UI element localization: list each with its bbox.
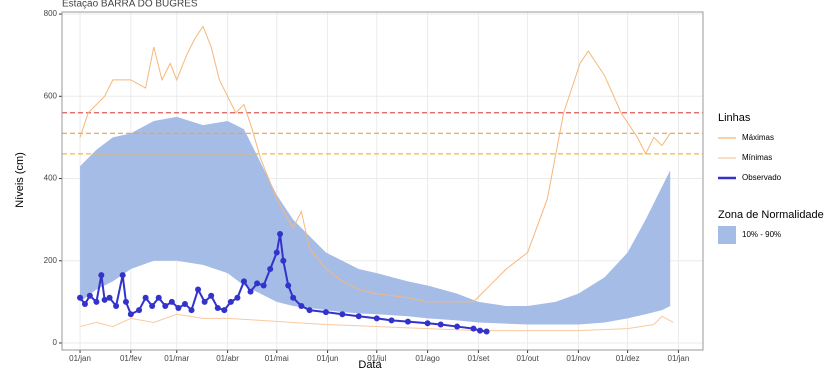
data-point — [136, 307, 143, 314]
data-point — [168, 298, 175, 305]
data-point — [106, 294, 113, 301]
y-tick-label: 800 — [44, 9, 58, 18]
normal-band — [80, 116, 671, 325]
legend-label: Mínimas — [742, 153, 772, 162]
x-tick-label: 01/jun — [317, 354, 339, 363]
data-point — [273, 249, 280, 256]
data-point — [322, 309, 329, 316]
x-tick-label: 01/jan — [668, 354, 690, 363]
data-point — [214, 305, 221, 312]
x-tick-label: 01/set — [468, 354, 491, 363]
series-line — [79, 25, 671, 303]
data-point — [142, 294, 149, 301]
data-point — [260, 282, 267, 289]
data-point — [122, 298, 129, 305]
data-point — [240, 278, 247, 285]
data-point — [195, 286, 202, 293]
x-tick-label: 01/mar — [164, 354, 189, 363]
data-point — [162, 303, 169, 310]
data-point — [227, 298, 234, 305]
data-point — [101, 296, 108, 303]
x-tick-label: 01/ago — [415, 354, 440, 363]
x-tick-label: 01/abr — [216, 354, 239, 363]
x-tick-label: 01/fev — [120, 354, 142, 363]
data-point — [437, 321, 444, 328]
data-point — [98, 272, 105, 279]
data-point — [234, 294, 241, 301]
legend-label: Observado — [742, 173, 782, 182]
x-tick-label: 01/jul — [367, 354, 386, 363]
series-line — [79, 313, 674, 332]
data-point — [254, 280, 261, 287]
legend-title: Linhas — [718, 112, 751, 124]
plot-border — [61, 11, 704, 351]
data-point — [290, 294, 297, 301]
x-tick-label: 01/jan — [69, 354, 91, 363]
data-point — [424, 320, 431, 327]
data-point — [277, 231, 284, 238]
data-point — [285, 282, 292, 289]
data-point — [454, 323, 461, 330]
data-point — [339, 311, 346, 318]
data-point — [221, 307, 228, 314]
legend-label: 10% - 90% — [742, 230, 781, 239]
data-point — [93, 298, 100, 305]
x-axis-label: Data — [358, 359, 382, 371]
data-point — [175, 305, 182, 312]
data-point — [201, 298, 208, 305]
data-point — [306, 307, 313, 314]
data-point — [119, 272, 126, 279]
x-tick-label: 01/dez — [616, 354, 640, 363]
legend-title: Zona de Normalidade — [718, 209, 824, 221]
data-point — [373, 315, 380, 322]
data-point — [81, 300, 88, 307]
data-point — [280, 257, 287, 264]
legend-label: Máximas — [742, 133, 774, 142]
x-tick-label: 01/out — [516, 354, 539, 363]
data-point — [208, 292, 215, 299]
data-point — [470, 325, 477, 332]
y-tick-label: 600 — [44, 91, 58, 100]
chart-title: Estação BARRA DO BUGRES — [62, 0, 198, 10]
data-point — [355, 313, 362, 320]
data-point — [267, 265, 274, 272]
data-point — [388, 317, 395, 324]
y-tick-label: 0 — [53, 338, 58, 347]
y-axis-label: Níveis (cm) — [14, 152, 26, 208]
x-tick-label: 01/nov — [566, 354, 590, 363]
legend-swatch — [718, 226, 736, 244]
data-point — [298, 303, 305, 310]
data-point — [181, 300, 188, 307]
data-point — [155, 294, 162, 301]
data-point — [188, 307, 195, 314]
data-point — [149, 303, 156, 310]
data-point — [127, 311, 134, 318]
data-point — [247, 288, 254, 295]
y-tick-label: 400 — [44, 174, 58, 183]
data-point — [404, 318, 411, 325]
data-point — [483, 328, 490, 335]
data-point — [77, 294, 84, 301]
y-tick-label: 200 — [44, 256, 58, 265]
data-point — [477, 327, 484, 334]
data-point — [86, 292, 93, 299]
x-tick-label: 01/mai — [265, 354, 289, 363]
data-point — [113, 303, 120, 310]
